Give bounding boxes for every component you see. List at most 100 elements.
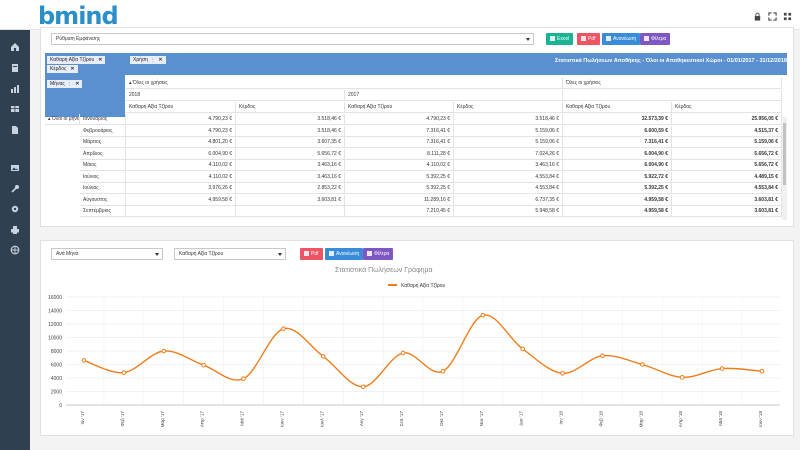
x-tick-label: Σεπ '17	[399, 411, 404, 427]
table-cell: 5.656,72 €	[672, 160, 782, 171]
table-cell: 4.489,15 €	[672, 171, 782, 183]
gear-icon[interactable]	[8, 202, 22, 216]
view-settings-select[interactable]: Ρύθμιση Εμφάνισης	[51, 33, 534, 45]
data-point[interactable]	[440, 368, 446, 374]
y-tick-label: 2000	[51, 389, 62, 395]
top-icons	[753, 8, 792, 21]
chart-pdf-button[interactable]: Pdf	[300, 248, 323, 260]
data-point[interactable]	[759, 368, 765, 374]
pivot-scrollbar[interactable]	[782, 117, 787, 220]
period-select[interactable]: Ανά Μήνα	[51, 248, 163, 260]
column-field-chip-year[interactable]: Χρήση ⋮ ✕	[130, 56, 166, 64]
column-header-total: Όλες οι χρήσεις	[563, 78, 782, 89]
data-point[interactable]	[281, 326, 286, 332]
lock-icon[interactable]	[753, 8, 762, 21]
close-icon[interactable]: ✕	[75, 81, 80, 87]
data-point[interactable]	[201, 362, 206, 368]
wrench-icon[interactable]	[8, 182, 22, 196]
fullscreen-icon[interactable]	[768, 8, 777, 21]
data-point[interactable]	[161, 348, 167, 354]
drag-handle-icon[interactable]: ⋮	[150, 57, 155, 62]
table-cell: 3.518,46 €	[454, 114, 563, 125]
data-point[interactable]	[241, 376, 246, 381]
table-cell: 5.159,06 €	[454, 137, 563, 148]
chart-refresh-button[interactable]: Ανανέωση	[325, 248, 364, 260]
book-icon[interactable]	[8, 61, 22, 75]
table-cell: 5.392,25 €	[345, 171, 454, 183]
data-point[interactable]	[560, 370, 565, 376]
column-header-year: 2018	[126, 90, 345, 101]
data-point[interactable]	[400, 350, 406, 356]
drag-handle-icon[interactable]: ⋮	[67, 81, 72, 86]
chart-filters-button[interactable]: Φίλτρα	[363, 248, 394, 260]
y-tick-label: 6000	[51, 362, 62, 368]
pdf-button-label: Pdf	[588, 36, 596, 42]
table-cell	[126, 206, 236, 217]
refresh-button[interactable]: Ανανέωση	[602, 33, 641, 45]
row-field-chip-month[interactable]: Μήνας ⋮ ✕	[47, 80, 83, 88]
data-point[interactable]	[320, 354, 326, 359]
data-point[interactable]	[600, 353, 605, 359]
table-cell: 4.515,37 €	[672, 125, 782, 137]
x-tick-label: Ιουν '17	[279, 411, 284, 427]
image-icon[interactable]	[8, 161, 22, 175]
filter-icon	[367, 251, 372, 256]
table-cell: 5.392,25 €	[345, 183, 454, 194]
data-point[interactable]	[520, 346, 526, 352]
globe-icon[interactable]	[8, 243, 22, 257]
chart-legend[interactable]: Καθαρή Αξία Τζίρου	[388, 283, 445, 289]
table-cell: 4.790,23 €	[126, 114, 236, 125]
row-field-label: Μήνας	[50, 81, 65, 87]
pdf-button[interactable]: Pdf	[577, 33, 600, 45]
table-cell: 6.737,35 €	[454, 194, 563, 206]
scrollbar-thumb[interactable]	[783, 123, 786, 185]
excel-button[interactable]: Excel	[546, 33, 574, 45]
close-icon[interactable]: ✕	[70, 66, 75, 72]
menu-grid-icon[interactable]	[783, 8, 792, 21]
table-cell: 4.959,58 €	[563, 206, 672, 217]
close-icon[interactable]: ✕	[98, 57, 103, 63]
table-cell: 4.110,02 €	[126, 171, 236, 183]
measure-column-header: Καθαρή Αξία Τζίρου	[563, 102, 672, 113]
chart-filters-button-label: Φίλτρα	[374, 251, 390, 257]
row-header-month: Σεπτέμβριος	[80, 206, 126, 217]
measure-chip-net-value[interactable]: Καθαρή Αξία Τζίρου ✕	[47, 56, 106, 64]
table-cell: 3.976,26 €	[126, 183, 236, 194]
printer-icon[interactable]	[8, 223, 22, 237]
x-tick-label: Ιουν '18	[758, 411, 763, 427]
document-icon[interactable]	[8, 123, 22, 137]
table-cell: 32.573,39 €	[563, 114, 672, 125]
measure-select[interactable]: Καθαρή Αξία Τζίρου	[174, 248, 286, 260]
table-icon[interactable]	[8, 102, 22, 116]
x-tick-label: Μαρ '18	[638, 411, 643, 428]
refresh-button-label: Ανανέωση	[613, 36, 637, 42]
data-point[interactable]	[360, 384, 366, 390]
measure-select-value: Καθαρή Αξία Τζίρου	[179, 251, 224, 257]
home-icon[interactable]	[8, 40, 22, 54]
data-point[interactable]	[640, 362, 645, 367]
data-point[interactable]	[480, 312, 486, 318]
chart-icon[interactable]	[8, 82, 22, 96]
data-point[interactable]	[121, 370, 127, 375]
x-tick-label: Δεκ '17	[519, 411, 524, 426]
data-point[interactable]	[81, 358, 87, 363]
x-tick-label: Ιαν '17	[80, 411, 85, 425]
pivot-header-bar	[45, 53, 787, 75]
y-tick-label: 14000	[48, 308, 62, 314]
legend-line-icon	[388, 284, 397, 286]
measure-chip-profit[interactable]: Κέρδος ✕	[47, 65, 78, 73]
data-point[interactable]	[679, 375, 685, 380]
legend-label: Καθαρή Αξία Τζίρου	[401, 283, 446, 289]
table-cell: 5.922,72 €	[563, 171, 672, 183]
x-tick-label: Νοε '17	[479, 411, 484, 427]
x-tick-label: Μαϊ '18	[718, 411, 723, 426]
row-header-all-months[interactable]: ▴ Όλοι οι μήνες	[45, 114, 80, 125]
filters-button[interactable]: Φίλτρα	[640, 33, 671, 45]
pdf-icon	[581, 36, 586, 41]
close-icon[interactable]: ✕	[158, 57, 163, 63]
row-header-month: Αύγουστος	[80, 194, 126, 206]
data-point[interactable]	[719, 366, 725, 371]
table-cell: 4.801,20 €	[126, 137, 236, 148]
table-cell: 3.518,46 €	[236, 114, 345, 125]
column-header-year: 2017	[345, 90, 563, 101]
